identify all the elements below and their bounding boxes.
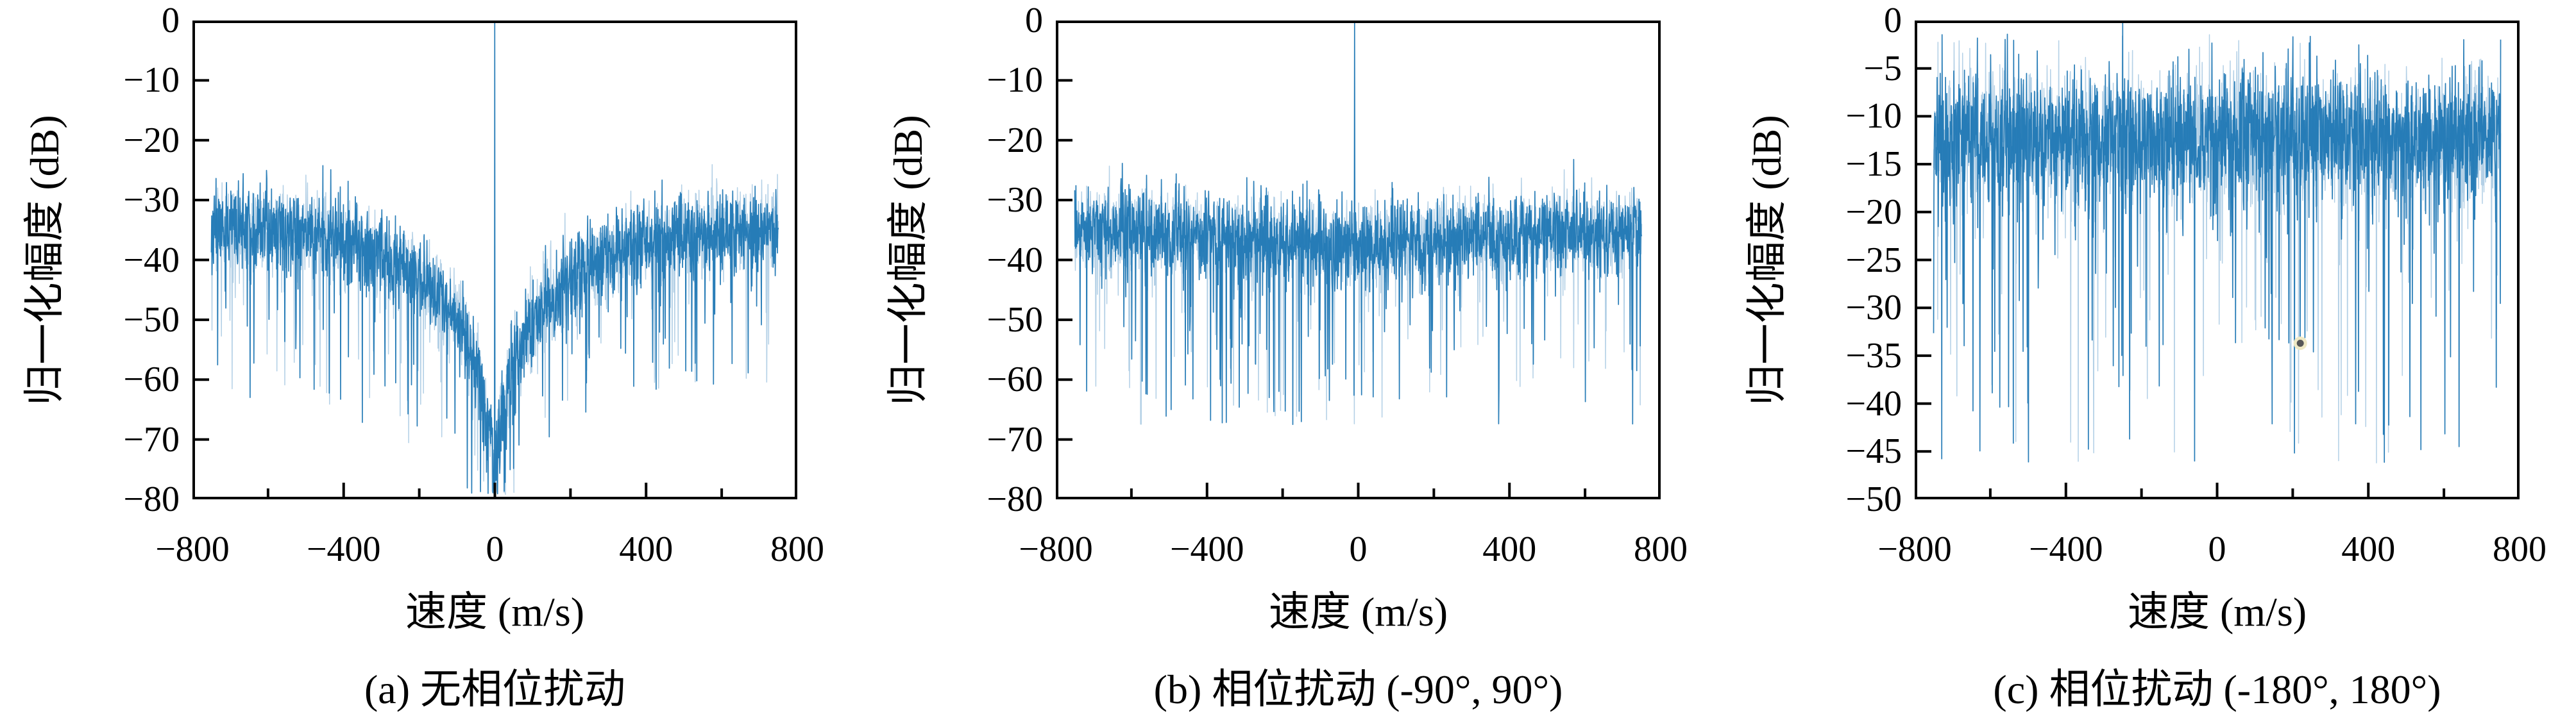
x-tick-label: 0 bbox=[1349, 529, 1368, 569]
x-tick-label: 0 bbox=[2208, 529, 2226, 569]
plot-area-a bbox=[192, 21, 797, 499]
y-tick-label: −70 bbox=[123, 419, 180, 460]
x-tick-label: 400 bbox=[2341, 529, 2396, 569]
y-tick-label: −60 bbox=[987, 360, 1043, 400]
y-tick-label: −20 bbox=[123, 120, 180, 160]
y-tick-label: −5 bbox=[1863, 48, 1902, 88]
x-tick-label: 400 bbox=[619, 529, 674, 569]
y-tick-label: −30 bbox=[1845, 288, 1902, 328]
axes-box bbox=[1056, 21, 1661, 499]
x-tick-label: −400 bbox=[2028, 529, 2103, 569]
y-tick-label: −45 bbox=[1845, 431, 1902, 472]
axes-box bbox=[1915, 21, 2520, 499]
y-tick-label: −10 bbox=[987, 60, 1043, 101]
x-tick-label: 800 bbox=[1634, 529, 1688, 569]
y-tick-label: −70 bbox=[987, 419, 1043, 460]
axes-box bbox=[192, 21, 797, 499]
y-tick-label: 0 bbox=[1884, 1, 1902, 40]
y-tick-label: −10 bbox=[1845, 96, 1902, 137]
x-tick-label: 800 bbox=[770, 529, 824, 569]
y-tick-label: −60 bbox=[123, 360, 180, 400]
x-axis-label: 速度 (m/s) bbox=[1268, 589, 1448, 635]
spectrum-trace bbox=[210, 21, 779, 495]
y-tick-label: −10 bbox=[123, 60, 180, 101]
y-tick-label: −20 bbox=[1845, 192, 1902, 232]
y-tick-label: −30 bbox=[123, 180, 180, 221]
y-axis-label: 归一化幅度 (dB) bbox=[22, 114, 67, 406]
x-tick-label: 400 bbox=[1482, 529, 1537, 569]
x-tick-label: 0 bbox=[486, 529, 504, 569]
y-tick-label: −50 bbox=[987, 299, 1043, 340]
y-tick-label: −40 bbox=[123, 240, 180, 280]
y-tick-label: −15 bbox=[1845, 144, 1902, 185]
spectrum-trace bbox=[1933, 21, 2502, 463]
y-tick-label: −30 bbox=[987, 180, 1043, 221]
spectrum-trace bbox=[1074, 21, 1643, 426]
y-tick-label: −40 bbox=[1845, 383, 1902, 424]
y-tick-label: 0 bbox=[162, 1, 180, 40]
y-axis-label: 归一化幅度 (dB) bbox=[1744, 114, 1790, 406]
spike-marker-dot bbox=[2293, 336, 2307, 350]
x-axis-label: 速度 (m/s) bbox=[405, 589, 585, 635]
subplot-caption: (c) 相位扰动 (-180°, 180°) bbox=[1993, 667, 2441, 712]
y-tick-label: 0 bbox=[1025, 1, 1043, 40]
plot-area-c bbox=[1915, 21, 2520, 499]
plot-area-b bbox=[1056, 21, 1661, 499]
y-tick-label: −35 bbox=[1845, 335, 1902, 376]
y-tick-label: −80 bbox=[987, 479, 1043, 519]
x-tick-label: −800 bbox=[155, 529, 230, 569]
x-tick-label: −400 bbox=[1169, 529, 1244, 569]
x-axis-label: 速度 (m/s) bbox=[2127, 589, 2307, 635]
subplot-caption: (b) 相位扰动 (-90°, 90°) bbox=[1153, 667, 1563, 712]
x-tick-label: −800 bbox=[1019, 529, 1093, 569]
y-tick-label: −40 bbox=[987, 240, 1043, 280]
y-tick-label: −80 bbox=[123, 479, 180, 519]
subplot-caption: (a) 无相位扰动 bbox=[364, 667, 626, 712]
y-tick-label: −50 bbox=[1845, 479, 1902, 519]
y-axis-label: 归一化幅度 (dB) bbox=[885, 114, 931, 406]
x-tick-label: −800 bbox=[1877, 529, 1952, 569]
y-tick-label: −20 bbox=[987, 120, 1043, 160]
x-tick-label: −400 bbox=[306, 529, 381, 569]
x-tick-label: 800 bbox=[2493, 529, 2546, 569]
y-tick-label: −50 bbox=[123, 299, 180, 340]
y-tick-label: −25 bbox=[1845, 240, 1902, 280]
